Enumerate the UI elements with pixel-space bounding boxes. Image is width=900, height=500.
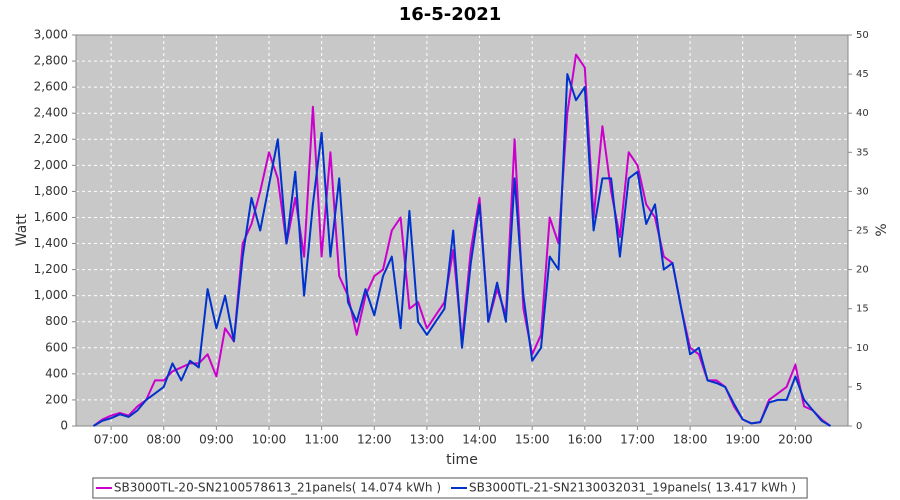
- y2-tick-label: 0: [856, 421, 862, 432]
- x-tick-label: 12:00: [357, 433, 392, 447]
- x-tick-label: 08:00: [146, 433, 181, 447]
- y-tick-label: 2,400: [34, 106, 68, 120]
- series-line: [92, 73, 832, 427]
- legend-label: SB3000TL-21-SN2130032031_19panels( 13.41…: [469, 481, 796, 495]
- y-tick-label: 1,000: [34, 288, 68, 302]
- legend-box: [92, 477, 808, 499]
- y2-tick-label: 5: [856, 382, 862, 393]
- y2-tick-label: 20: [856, 265, 869, 276]
- y-tick-label: 2,200: [34, 132, 68, 146]
- y2-tick-label: 45: [856, 69, 869, 80]
- legend-label: SB3000TL-20-SN2100578613_21panels( 14.07…: [114, 481, 441, 495]
- x-tick-label: 18:00: [673, 433, 708, 447]
- y-tick-label: 1,600: [34, 210, 68, 224]
- y-tick-label: 2,000: [34, 158, 68, 172]
- y-tick-label: 1,800: [34, 184, 68, 198]
- x-axis-label: time: [446, 452, 478, 468]
- y2-tick-label: 15: [856, 304, 869, 315]
- x-tick-label: 13:00: [410, 433, 445, 447]
- x-tick-label: 07:00: [94, 433, 129, 447]
- y-tick-label: 1,200: [34, 262, 68, 276]
- x-tick-label: 17:00: [620, 433, 655, 447]
- y-tick-label: 200: [45, 392, 68, 406]
- x-tick-label: 14:00: [462, 433, 497, 447]
- y-axis-label: Watt: [14, 213, 30, 246]
- x-tick-label: 19:00: [725, 433, 760, 447]
- y-tick-label: 1,400: [34, 236, 68, 250]
- y-tick-label: 2,600: [34, 80, 68, 94]
- y-tick-label: 3,000: [34, 28, 68, 42]
- plot-border: [75, 34, 849, 427]
- y2-tick-label: 10: [856, 343, 869, 354]
- x-tick-label: 09:00: [199, 433, 234, 447]
- y-tick-label: 400: [45, 366, 68, 380]
- x-tick-label: 10:00: [252, 433, 287, 447]
- x-tick-label: 11:00: [304, 433, 339, 447]
- y2-axis-label: %: [874, 223, 890, 236]
- x-tick-label: 16:00: [568, 433, 603, 447]
- y2-tick-label: 40: [856, 108, 869, 119]
- y2-tick-label: 30: [856, 186, 869, 197]
- y-tick-label: 2,800: [34, 54, 68, 68]
- y2-tick-label: 25: [856, 226, 869, 237]
- x-tick-label: 20:00: [778, 433, 813, 447]
- plot-area: [76, 35, 848, 426]
- y-tick-label: 800: [45, 314, 68, 328]
- y-tick-label: 0: [60, 419, 68, 433]
- y2-tick-label: 35: [856, 147, 869, 158]
- y-tick-label: 600: [45, 340, 68, 354]
- y2-tick-label: 50: [856, 30, 869, 41]
- x-tick-label: 15:00: [515, 433, 550, 447]
- chart-title: 16-5-2021: [399, 4, 502, 25]
